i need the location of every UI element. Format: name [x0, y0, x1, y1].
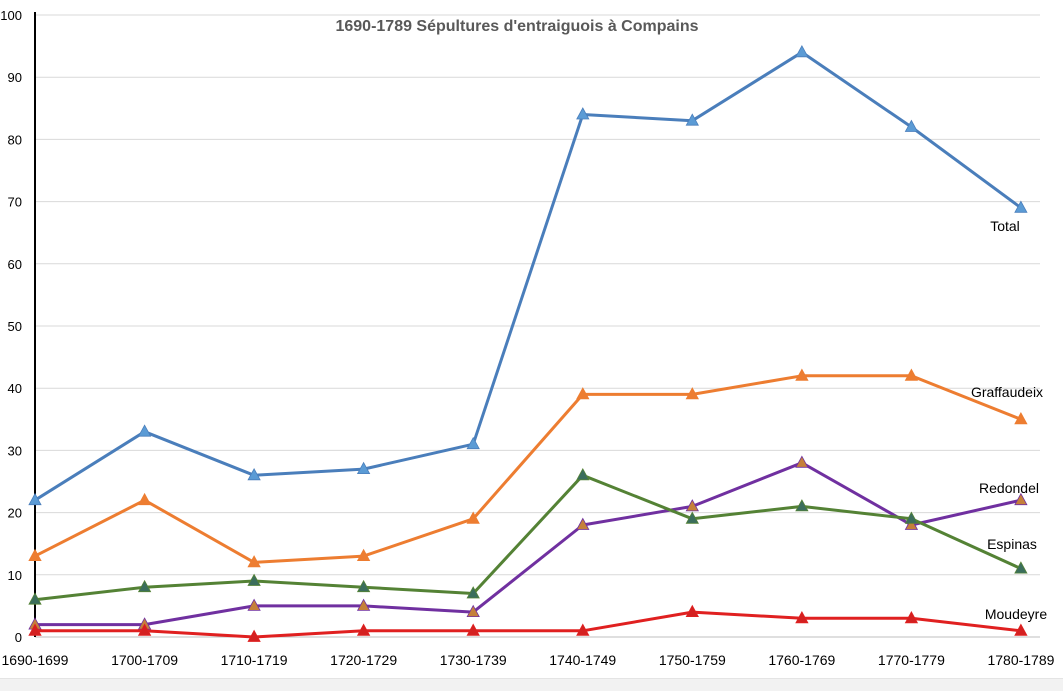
- data-point-redondel: [466, 604, 480, 617]
- data-point-espinas: [466, 586, 480, 599]
- data-point-espinas: [1014, 561, 1028, 574]
- data-point-graffaudeix: [466, 511, 480, 524]
- bottom-strip: [0, 678, 1063, 691]
- data-point-redondel: [795, 455, 809, 468]
- data-point-graffaudeix: [904, 368, 919, 381]
- data-point-graffaudeix: [576, 387, 590, 400]
- data-point-moudeyre: [1014, 623, 1028, 636]
- data-point-redondel: [1014, 492, 1028, 506]
- data-point-moudeyre: [356, 623, 371, 636]
- data-point-moudeyre: [685, 604, 699, 617]
- x-tick-label: 1750-1759: [659, 652, 726, 668]
- data-point-espinas: [247, 573, 261, 586]
- series-line-redondel: [33, 461, 1023, 627]
- y-tick-label: 0: [15, 630, 22, 645]
- data-point-total: [137, 424, 152, 437]
- data-point-total: [685, 113, 699, 126]
- y-tick-label: 30: [8, 443, 22, 458]
- series-label-redondel: Redondel: [979, 480, 1039, 496]
- data-point-espinas: [685, 511, 699, 524]
- data-point-graffaudeix: [795, 368, 809, 381]
- data-point-total: [247, 467, 261, 481]
- y-tick-label: 80: [8, 132, 22, 147]
- data-point-moudeyre: [247, 629, 261, 642]
- data-point-moudeyre: [576, 623, 590, 636]
- data-point-redondel: [685, 499, 699, 512]
- data-point-total: [466, 436, 480, 450]
- series-label-espinas: Espinas: [987, 536, 1037, 552]
- x-tick-label: 1700-1709: [111, 652, 178, 668]
- y-tick-label: 90: [8, 70, 22, 85]
- data-point-total: [356, 461, 371, 475]
- data-point-graffaudeix: [685, 387, 699, 400]
- data-point-redondel: [247, 598, 261, 611]
- series-line-espinas: [33, 473, 1023, 602]
- axes: [34, 12, 1040, 638]
- y-tick-label: 20: [8, 506, 22, 521]
- data-point-moudeyre: [904, 610, 919, 624]
- y-tick-label: 50: [8, 319, 22, 334]
- data-point-redondel: [576, 517, 590, 530]
- y-tick-label: 100: [0, 8, 22, 23]
- data-point-redondel: [904, 517, 919, 530]
- series-line-total: [33, 50, 1023, 502]
- chart-title: 1690-1789 Sépultures d'entraiguois à Com…: [335, 18, 698, 35]
- data-point-espinas: [356, 579, 371, 593]
- data-point-total: [28, 492, 42, 506]
- x-tick-label: 1760-1769: [768, 652, 835, 668]
- y-tick-label: 70: [8, 195, 22, 210]
- series-label-total: Total: [990, 218, 1020, 234]
- x-tick-label: 1740-1749: [549, 652, 616, 668]
- x-tick-label: 1730-1739: [440, 652, 507, 668]
- series-label-graffaudeix: Graffaudeix: [971, 384, 1043, 400]
- data-point-graffaudeix: [247, 555, 261, 568]
- x-tick-label: 1690-1699: [2, 652, 69, 668]
- data-point-moudeyre: [28, 623, 42, 636]
- data-point-graffaudeix: [28, 548, 42, 561]
- data-point-total: [795, 44, 809, 58]
- data-point-espinas: [137, 579, 152, 593]
- series-line-moudeyre: [33, 610, 1023, 639]
- x-tick-label: 1770-1779: [878, 652, 945, 668]
- data-point-graffaudeix: [356, 548, 371, 561]
- series-group: [28, 44, 1028, 642]
- data-point-espinas: [904, 511, 919, 524]
- data-point-total: [576, 107, 590, 120]
- labels-group: 0 10 20 30 40 50 60 70 80 90 100 1690-1699 1700-1709…: [0, 8, 1054, 668]
- data-point-graffaudeix: [137, 492, 152, 506]
- data-point-moudeyre: [795, 610, 809, 624]
- gridlines: [35, 14, 1040, 576]
- y-tick-label: 40: [8, 381, 22, 396]
- x-tick-label: 1720-1729: [330, 652, 397, 668]
- x-tick-label: 1710-1719: [221, 652, 288, 668]
- data-point-moudeyre: [137, 623, 152, 636]
- data-point-moudeyre: [466, 623, 480, 636]
- x-tick-label: 1780-1789: [987, 652, 1054, 668]
- data-point-total: [1014, 200, 1028, 213]
- series-line-graffaudeix: [33, 374, 1023, 564]
- y-tick-label: 60: [8, 257, 22, 272]
- data-point-espinas: [576, 467, 590, 481]
- y-tick-label: 10: [8, 568, 22, 583]
- data-point-graffaudeix: [1014, 411, 1028, 425]
- data-point-espinas: [795, 499, 809, 512]
- series-label-moudeyre: Moudeyre: [985, 606, 1047, 622]
- data-point-espinas: [28, 592, 42, 605]
- data-point-redondel: [356, 598, 371, 611]
- data-point-total: [904, 119, 919, 132]
